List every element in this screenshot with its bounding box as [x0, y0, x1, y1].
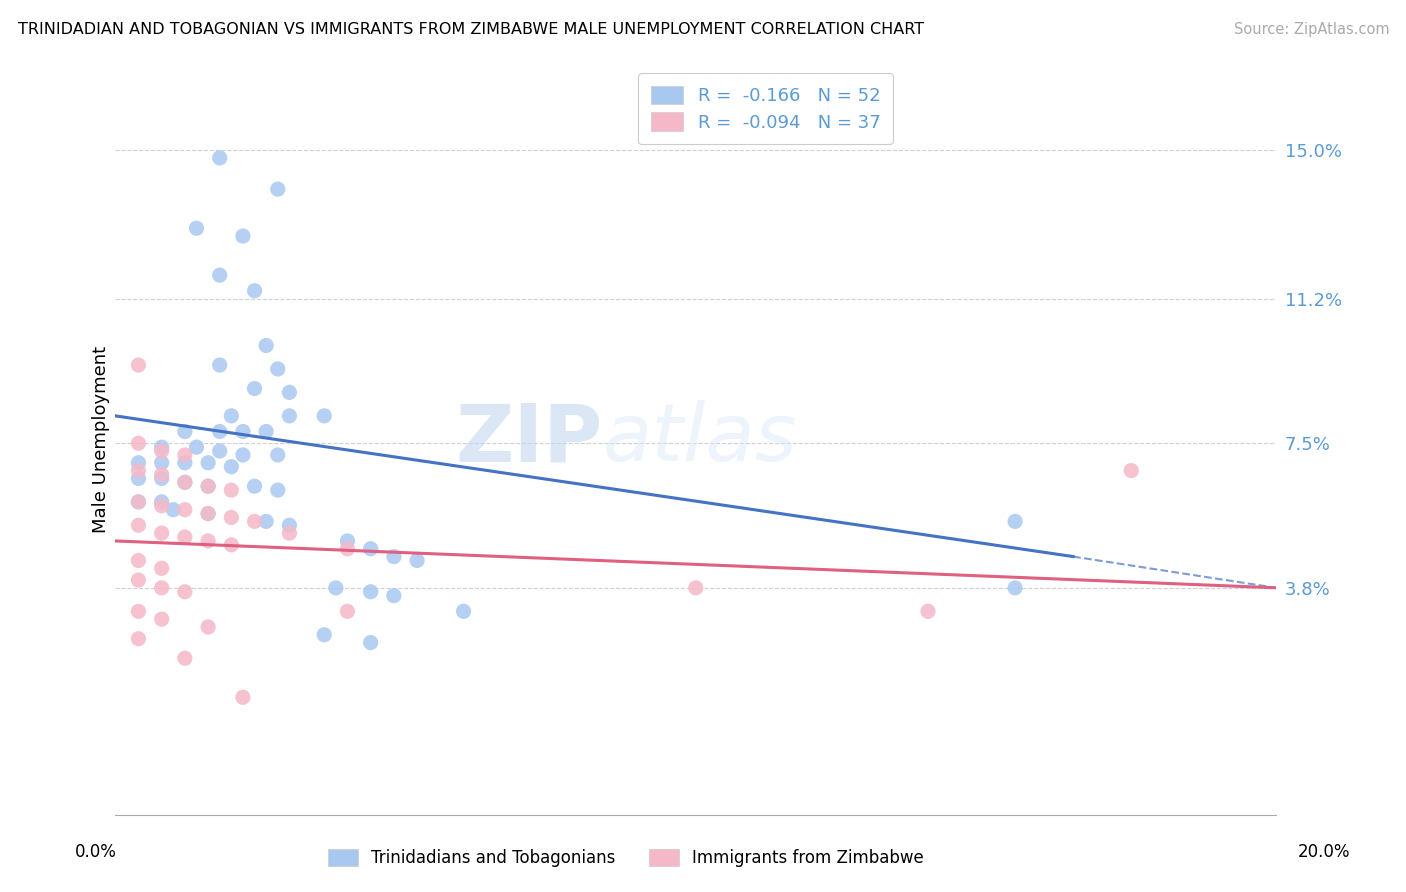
- Point: [382, 549, 405, 564]
- Text: Source: ZipAtlas.com: Source: ZipAtlas.com: [1233, 22, 1389, 37]
- Point: [197, 479, 219, 493]
- Point: [243, 479, 266, 493]
- Point: [173, 475, 195, 490]
- Point: [173, 502, 195, 516]
- Point: [267, 483, 290, 497]
- Point: [208, 358, 231, 372]
- Point: [232, 690, 254, 705]
- Point: [243, 284, 266, 298]
- Point: [127, 495, 149, 509]
- Point: [221, 409, 243, 423]
- Point: [336, 541, 359, 556]
- Point: [186, 440, 208, 454]
- Point: [186, 221, 208, 235]
- Point: [243, 382, 266, 396]
- Y-axis label: Male Unemployment: Male Unemployment: [93, 346, 110, 533]
- Point: [232, 425, 254, 439]
- Point: [127, 456, 149, 470]
- Point: [208, 425, 231, 439]
- Point: [232, 229, 254, 244]
- Point: [336, 533, 359, 548]
- Text: ZIP: ZIP: [456, 401, 603, 478]
- Point: [127, 553, 149, 567]
- Point: [208, 151, 231, 165]
- Point: [232, 448, 254, 462]
- Point: [243, 515, 266, 529]
- Point: [150, 612, 173, 626]
- Point: [197, 507, 219, 521]
- Point: [173, 475, 195, 490]
- Point: [314, 628, 336, 642]
- Point: [360, 635, 382, 649]
- Point: [150, 456, 173, 470]
- Point: [221, 459, 243, 474]
- Text: 0.0%: 0.0%: [75, 843, 117, 861]
- Point: [267, 362, 290, 376]
- Point: [1004, 515, 1026, 529]
- Point: [150, 526, 173, 541]
- Point: [127, 632, 149, 646]
- Point: [254, 338, 277, 352]
- Point: [267, 182, 290, 196]
- Legend: R =  -0.166   N = 52, R =  -0.094   N = 37: R = -0.166 N = 52, R = -0.094 N = 37: [638, 73, 893, 145]
- Point: [127, 358, 149, 372]
- Point: [197, 507, 219, 521]
- Point: [162, 502, 184, 516]
- Point: [173, 456, 195, 470]
- Point: [254, 425, 277, 439]
- Point: [278, 518, 301, 533]
- Point: [221, 510, 243, 524]
- Point: [150, 467, 173, 482]
- Point: [278, 526, 301, 541]
- Point: [150, 499, 173, 513]
- Point: [360, 584, 382, 599]
- Point: [127, 464, 149, 478]
- Point: [360, 541, 382, 556]
- Point: [127, 518, 149, 533]
- Point: [685, 581, 707, 595]
- Point: [127, 436, 149, 450]
- Point: [278, 385, 301, 400]
- Point: [150, 581, 173, 595]
- Point: [127, 471, 149, 485]
- Point: [254, 515, 277, 529]
- Point: [1121, 464, 1143, 478]
- Point: [173, 448, 195, 462]
- Point: [325, 581, 347, 595]
- Text: TRINIDADIAN AND TOBAGONIAN VS IMMIGRANTS FROM ZIMBABWE MALE UNEMPLOYMENT CORRELA: TRINIDADIAN AND TOBAGONIAN VS IMMIGRANTS…: [18, 22, 924, 37]
- Point: [173, 584, 195, 599]
- Point: [197, 533, 219, 548]
- Point: [278, 409, 301, 423]
- Point: [1004, 581, 1026, 595]
- Point: [406, 553, 429, 567]
- Point: [336, 604, 359, 618]
- Point: [127, 604, 149, 618]
- Point: [314, 409, 336, 423]
- Point: [173, 530, 195, 544]
- Point: [127, 495, 149, 509]
- Point: [173, 425, 195, 439]
- Point: [150, 444, 173, 458]
- Point: [150, 440, 173, 454]
- Point: [208, 268, 231, 282]
- Point: [197, 456, 219, 470]
- Point: [221, 483, 243, 497]
- Text: 20.0%: 20.0%: [1298, 843, 1351, 861]
- Text: atlas: atlas: [603, 401, 797, 478]
- Point: [150, 561, 173, 575]
- Point: [150, 471, 173, 485]
- Point: [382, 589, 405, 603]
- Point: [127, 573, 149, 587]
- Point: [221, 538, 243, 552]
- Point: [150, 495, 173, 509]
- Point: [197, 620, 219, 634]
- Point: [197, 479, 219, 493]
- Point: [208, 444, 231, 458]
- Point: [453, 604, 475, 618]
- Point: [917, 604, 939, 618]
- Point: [173, 651, 195, 665]
- Point: [267, 448, 290, 462]
